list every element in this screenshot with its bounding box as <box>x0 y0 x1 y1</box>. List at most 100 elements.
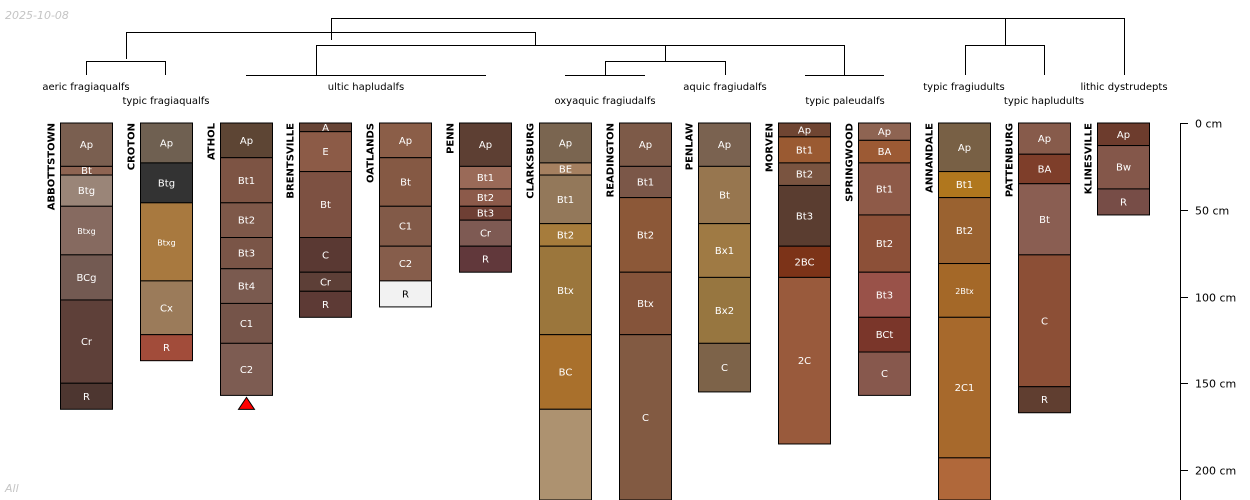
horizon-block <box>1018 153 1071 185</box>
soil-profile: Ap Bt1 Bt2 2Btx 2C1 ANNANDALE <box>925 122 991 500</box>
soil-profile: Ap Bt Btg Btxg BCg Cr R ABBOTTSTOWN <box>47 122 113 410</box>
depth-tick-label: 100 cm <box>1195 292 1236 305</box>
horizon-label: R <box>402 289 409 300</box>
horizon-block <box>619 197 672 273</box>
horizon-label: Bt <box>81 166 92 177</box>
horizon-label: Bt4 <box>238 282 255 293</box>
soil-profile: Ap BE Bt1 Bt2 Btx BC CLARKSBURG <box>526 122 592 500</box>
horizon-block <box>619 271 672 336</box>
horizon-label: Bt3 <box>238 249 255 260</box>
profile-name: READINGTON <box>606 123 617 197</box>
profile-name: CLARKSBURG <box>526 123 537 199</box>
horizon-label: A <box>322 123 329 134</box>
horizon-block <box>858 351 911 396</box>
horizon-block <box>938 457 991 500</box>
horizon-label: Cr <box>480 229 492 240</box>
date-label: 2025-10-08 <box>5 9 69 22</box>
horizon-label: Ap <box>399 136 412 147</box>
horizon-label: Btx <box>637 299 654 310</box>
horizon-block <box>539 245 592 336</box>
footer-label: All <box>4 482 19 495</box>
taxon-label: typic hapludults <box>1004 96 1084 107</box>
horizon-label: Ap <box>559 138 572 149</box>
dendrogram-udalfs-link <box>316 45 845 75</box>
horizon-label: Bt1 <box>876 184 893 195</box>
horizon-label: Bt <box>1039 215 1050 226</box>
horizon-block <box>698 342 751 393</box>
horizon-label: Bt3 <box>876 290 893 301</box>
horizon-label: Btg <box>78 186 95 197</box>
horizon-label: C <box>1041 316 1048 327</box>
profile-name: PENLAW <box>685 123 696 170</box>
horizon-block <box>858 271 911 318</box>
horizon-block <box>858 316 911 353</box>
horizon-label: Bt1 <box>477 173 494 184</box>
horizon-label: Ap <box>240 136 253 147</box>
horizon-block <box>778 184 831 247</box>
horizon-label: BCg <box>76 273 96 284</box>
soil-profile: Ap Bt1 Bt2 Bt3 Cr R PENN <box>446 122 512 273</box>
horizon-block <box>299 131 352 173</box>
horizon-label: Bt2 <box>796 170 813 181</box>
horizon-label: Cr <box>81 337 93 348</box>
horizon-block <box>858 214 911 273</box>
horizon-block <box>539 122 592 164</box>
horizon-label: 2Btx <box>955 287 974 296</box>
horizon-block <box>140 202 193 282</box>
horizon-block <box>220 342 273 396</box>
horizon-block <box>379 122 432 159</box>
profile-name: ATHOL <box>207 122 218 160</box>
horizon-label: C <box>881 369 888 380</box>
horizon-label: 2BC <box>794 257 814 268</box>
horizon-block <box>1018 254 1071 388</box>
profile-name: CROTON <box>127 123 138 170</box>
horizon-label: Bt1 <box>557 195 574 206</box>
soil-profile: Ap BA Bt C R PATTENBURG <box>1005 122 1071 414</box>
horizon-label: R <box>482 255 489 266</box>
dendrogram-root-link <box>331 18 1125 75</box>
depth-tick-label: 0 cm <box>1195 118 1222 131</box>
dendrogram-fragiaqualfs-link <box>86 61 166 75</box>
horizon-label: Bt2 <box>637 230 654 241</box>
horizon-label: Bt3 <box>796 211 813 222</box>
horizon-block <box>379 157 432 207</box>
depth-tick-label: 150 cm <box>1195 378 1236 391</box>
horizon-block <box>220 302 273 344</box>
horizon-label: Ap <box>878 127 891 138</box>
horizon-label: C <box>322 250 329 261</box>
horizon-label: R <box>1120 197 1127 208</box>
horizon-block <box>698 223 751 278</box>
horizon-block <box>619 165 672 199</box>
horizon-label: Bt1 <box>238 176 255 187</box>
profile-name: MORVEN <box>765 123 776 172</box>
horizon-block <box>539 408 592 500</box>
horizon-label: BCt <box>876 330 894 341</box>
taxon-label: typic fragiaqualfs <box>123 96 210 107</box>
horizon-label: Ap <box>639 140 652 151</box>
horizon-label: C1 <box>399 222 412 233</box>
taxon-label: typic paleudalfs <box>805 96 884 107</box>
horizon-label: Bt <box>719 191 730 202</box>
soil-profile: Ap BA Bt1 Bt2 Bt3 BCt C SPRINGWOOD <box>845 122 911 396</box>
horizon-block <box>459 122 512 167</box>
horizon-label: Btxg <box>77 227 95 236</box>
horizon-block <box>938 171 991 199</box>
horizon-label: Bx2 <box>715 306 734 317</box>
soil-profile: Ap Bt Bx1 Bx2 C PENLAW <box>685 122 751 393</box>
horizon-label: R <box>1041 395 1048 406</box>
profile-name: PENN <box>446 123 457 154</box>
horizon-label: Cr <box>320 277 332 288</box>
horizon-label: Bt2 <box>956 226 973 237</box>
horizon-label: Ap <box>479 140 492 151</box>
soil-profile: Ap Btg Btxg Cx R CROTON <box>127 122 193 362</box>
horizon-label: Bt2 <box>876 239 893 250</box>
taxon-label: aeric fragiaqualfs <box>42 82 129 93</box>
horizon-block <box>220 202 273 239</box>
depth-tick-label: 50 cm <box>1195 205 1229 218</box>
taxon-label: lithic dystrudepts <box>1080 82 1167 93</box>
horizon-label: C <box>721 363 728 374</box>
horizon-label: C2 <box>399 259 412 270</box>
horizon-block <box>539 334 592 410</box>
horizon-block <box>220 237 273 270</box>
horizon-label: Ap <box>958 143 971 154</box>
